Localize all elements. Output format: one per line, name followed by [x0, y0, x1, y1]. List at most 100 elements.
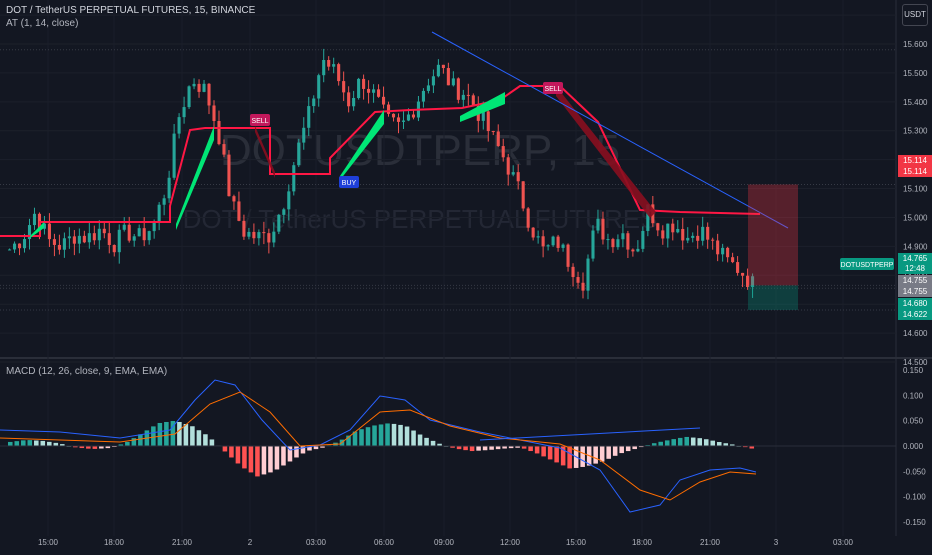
macd-bar [372, 425, 377, 446]
signal-buy: BUY [339, 176, 359, 188]
macd-tick-label: -0.100 [903, 493, 926, 502]
macd-bar [274, 446, 280, 470]
candle-body [751, 276, 755, 287]
candle-body [332, 64, 336, 67]
macd-bar [619, 446, 624, 454]
time-tick-label: 2 [248, 538, 253, 547]
at-red-ribbon [556, 86, 656, 218]
macd-bar [359, 429, 364, 446]
candle-body [426, 85, 430, 91]
at-line [0, 85, 761, 237]
candle-body [726, 247, 730, 258]
price-label: 14.622 [903, 310, 928, 319]
candle-body [67, 236, 71, 239]
candle-body [436, 64, 440, 77]
macd-bar [320, 446, 325, 448]
macd-bar [424, 437, 429, 446]
signal-label: BUY [342, 180, 357, 187]
candle-body [257, 232, 261, 239]
candle-body [661, 230, 665, 239]
candle-body [451, 78, 455, 86]
macd-bar [729, 444, 735, 446]
macd-bar [235, 446, 241, 464]
candle-body [272, 231, 276, 243]
time-tick-label: 21:00 [172, 538, 193, 547]
at-green-ribbon [460, 92, 505, 122]
price-tick-label: 14.900 [903, 242, 928, 251]
macd-bar [521, 446, 527, 449]
macd-bar [593, 446, 598, 464]
candle-body [72, 236, 76, 244]
macd-bar [99, 446, 104, 449]
candle-body [706, 226, 710, 240]
candle-body [347, 92, 351, 107]
macd-bar [21, 440, 26, 446]
macd-tick-label: 0.100 [903, 391, 924, 400]
candle-body [691, 235, 695, 238]
candle-body [382, 96, 386, 105]
signal-box [250, 114, 270, 126]
candle-body [441, 64, 445, 69]
macd-bar [294, 446, 299, 458]
candle-body [616, 239, 620, 248]
candle-body [741, 272, 745, 276]
candle-body [62, 238, 66, 250]
candle-body [357, 78, 361, 98]
macd-bar [495, 446, 501, 450]
candle-body [202, 83, 206, 92]
macd-divergence-line [479, 427, 701, 441]
candle-body [746, 275, 750, 287]
candle-body [52, 239, 56, 245]
macd-bar [554, 446, 559, 463]
macd-bar [716, 442, 722, 446]
candle-body [32, 213, 37, 226]
macd-bar [606, 446, 611, 459]
candle-body [222, 144, 226, 155]
candle-body [8, 249, 12, 251]
macd-bar [47, 441, 52, 446]
time-tick-label: 03:00 [306, 538, 327, 547]
candle-body [481, 111, 485, 121]
candle-body [47, 223, 51, 240]
candle-body [511, 172, 515, 175]
candle-body [142, 228, 146, 241]
candle-body [566, 244, 570, 267]
macd-bar [242, 446, 247, 469]
candle-body [107, 233, 111, 245]
macd-bar [404, 426, 410, 446]
macd-bar [632, 446, 637, 450]
currency-button[interactable]: USDT [902, 4, 928, 26]
candle-body [466, 94, 470, 96]
macd-bar [450, 446, 455, 448]
macd-bar [437, 443, 442, 446]
time-tick-label: 3 [774, 538, 779, 547]
price-label-bg [898, 286, 932, 297]
time-tick-label: 06:00 [374, 538, 395, 547]
candle-body [147, 231, 151, 241]
macd-bar [671, 439, 676, 446]
macd-bar [651, 443, 657, 446]
candle-body [57, 244, 61, 250]
candle-body [82, 235, 86, 243]
candle-body [137, 228, 141, 237]
macd-bar [27, 440, 33, 446]
price-tick-label: 15.400 [903, 98, 928, 107]
macd-tick-label: 0.050 [903, 417, 924, 426]
candle-body [27, 225, 32, 240]
candle-body [312, 98, 316, 107]
candle-body [227, 154, 231, 197]
at-red-ribbon [255, 126, 275, 178]
macd-bar [385, 423, 390, 446]
candle-body [122, 224, 126, 230]
macd-bar [742, 446, 748, 448]
macd-bar [34, 440, 39, 446]
candle-body [362, 78, 366, 89]
macd-bar [170, 420, 176, 446]
time-tick-label: 03:00 [833, 538, 854, 547]
candle-body [77, 235, 81, 244]
candle-body [127, 224, 131, 241]
time-tick-label: 18:00 [104, 538, 125, 547]
macd-tick-label: -0.150 [903, 518, 926, 527]
